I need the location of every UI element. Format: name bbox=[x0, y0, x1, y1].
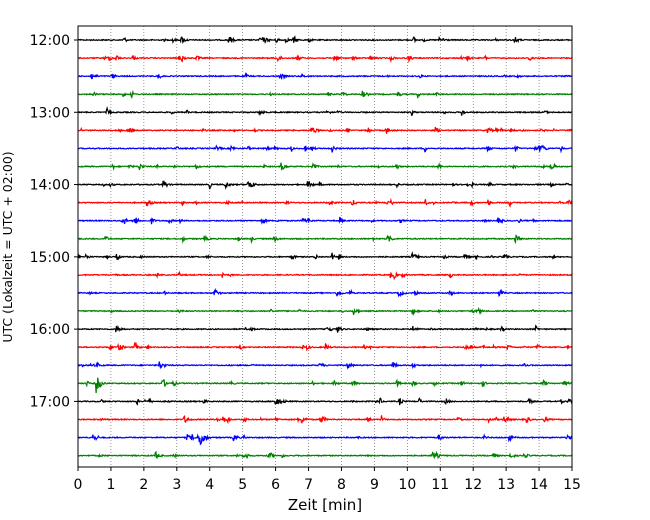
x-tick-label: 2 bbox=[139, 477, 148, 493]
y-tick-label: 14:00 bbox=[30, 178, 70, 194]
trace-1730 bbox=[77, 433, 573, 446]
x-tick-label: 13 bbox=[497, 477, 515, 493]
x-tick-label: 4 bbox=[205, 477, 214, 493]
trace-1215 bbox=[77, 54, 573, 64]
trace-1330 bbox=[77, 144, 573, 154]
x-tick-label: 1 bbox=[106, 477, 115, 493]
y-tick-label: 13:00 bbox=[30, 105, 70, 121]
trace-1700 bbox=[77, 397, 573, 406]
x-tick-label: 5 bbox=[238, 477, 247, 493]
trace-1345 bbox=[77, 162, 573, 171]
x-tick-label: 10 bbox=[398, 477, 416, 493]
x-tick-label: 3 bbox=[172, 477, 181, 493]
trace-1430 bbox=[77, 216, 573, 225]
x-axis-label: Zeit [min] bbox=[288, 496, 362, 514]
trace-1545 bbox=[77, 306, 573, 316]
x-tick-label: 7 bbox=[304, 477, 313, 493]
x-tick-label: 12 bbox=[464, 477, 482, 493]
trace-1315 bbox=[77, 126, 573, 134]
trace-1600 bbox=[77, 324, 573, 333]
x-tick-label: 0 bbox=[74, 477, 83, 493]
trace-1515 bbox=[77, 270, 573, 281]
y-axis-label: UTC (Lokalzeit = UTC + 02:00) bbox=[0, 151, 15, 342]
trace-1530 bbox=[77, 287, 573, 298]
x-tick-label: 11 bbox=[431, 477, 449, 493]
trace-1200 bbox=[77, 35, 573, 45]
trace-1715 bbox=[77, 414, 573, 425]
x-axis-ticks: 0 1 2 3 4 5 6 7 8 9 10 11 12 13 14 15 bbox=[74, 467, 581, 493]
trace-1615 bbox=[77, 341, 573, 352]
y-tick-label: 12:00 bbox=[30, 33, 70, 49]
trace-1630 bbox=[77, 361, 573, 370]
trace-1445 bbox=[77, 234, 573, 245]
y-tick-label: 17:00 bbox=[30, 394, 70, 410]
y-axis-ticks: 12:00 13:00 14:00 15:00 16:00 17:00 bbox=[30, 33, 78, 410]
y-tick-label: 16:00 bbox=[30, 322, 70, 338]
seismic-traces bbox=[77, 35, 573, 460]
x-tick-label: 9 bbox=[370, 477, 379, 493]
trace-1415 bbox=[77, 197, 573, 208]
x-tick-label: 15 bbox=[563, 477, 581, 493]
trace-1500 bbox=[77, 250, 573, 261]
x-tick-label: 8 bbox=[337, 477, 346, 493]
trace-1230 bbox=[77, 72, 573, 81]
x-tick-label: 6 bbox=[271, 477, 280, 493]
y-tick-label: 15:00 bbox=[30, 250, 70, 266]
trace-1300 bbox=[77, 106, 573, 117]
trace-1645 bbox=[77, 377, 573, 394]
trace-1245 bbox=[77, 89, 573, 99]
trace-1400 bbox=[77, 180, 573, 190]
x-tick-label: 14 bbox=[530, 477, 548, 493]
trace-1745 bbox=[77, 450, 573, 460]
plot-frame bbox=[77, 25, 573, 468]
